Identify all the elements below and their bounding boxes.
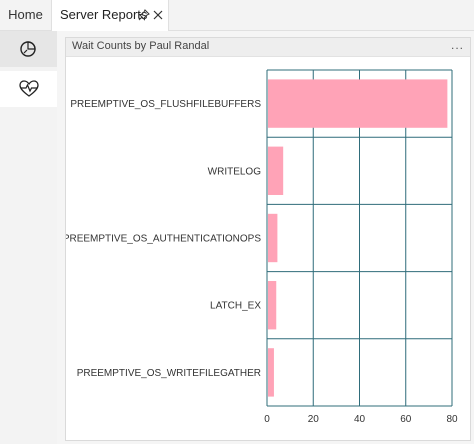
sidebar — [0, 31, 57, 444]
sidebar-item-dashboard[interactable] — [0, 31, 57, 67]
chart-card: Wait Counts by Paul Randal ... PREEMPTIV… — [65, 37, 471, 441]
bar — [268, 281, 277, 330]
x-tick-label: 0 — [264, 414, 270, 425]
tab-home[interactable]: Home — [0, 0, 52, 30]
tab-server-reports[interactable]: Server Reports — [52, 0, 169, 31]
card-title: Wait Counts by Paul Randal — [72, 40, 210, 52]
tab-server-reports-label: Server Reports — [60, 7, 148, 22]
card-header: Wait Counts by Paul Randal ... — [66, 38, 470, 57]
x-tick-label: 60 — [400, 414, 412, 425]
category-label: PREEMPTIVE_OS_FLUSHFILEBUFFERS — [70, 99, 261, 110]
bar — [268, 146, 284, 195]
bar — [268, 348, 274, 397]
more-options-button[interactable]: ... — [450, 38, 464, 52]
x-tick-label: 20 — [308, 414, 320, 425]
category-label: PREEMPTIVE_OS_AUTHENTICATIONOPS — [66, 234, 261, 245]
category-label: PREEMPTIVE_OS_WRITEFILEGATHER — [77, 368, 261, 379]
bar — [268, 79, 448, 128]
category-label: WRITELOG — [208, 166, 262, 177]
wait-counts-chart: PREEMPTIVE_OS_FLUSHFILEBUFFERS WRITELOG PR… — [66, 69, 458, 425]
bar — [268, 213, 278, 263]
x-tick-label: 80 — [446, 414, 458, 425]
main-panel: Wait Counts by Paul Randal ... PREEMPTIV… — [57, 31, 474, 444]
close-icon[interactable] — [152, 9, 164, 21]
sidebar-item-health[interactable] — [0, 71, 57, 107]
chart-dial-icon — [20, 41, 36, 57]
heart-pulse-icon — [19, 80, 39, 97]
pin-icon[interactable] — [138, 9, 150, 21]
x-tick-label: 40 — [354, 414, 366, 425]
tab-bar: Home Server Reports — [0, 0, 474, 31]
category-label: LATCH_EX — [210, 301, 261, 312]
